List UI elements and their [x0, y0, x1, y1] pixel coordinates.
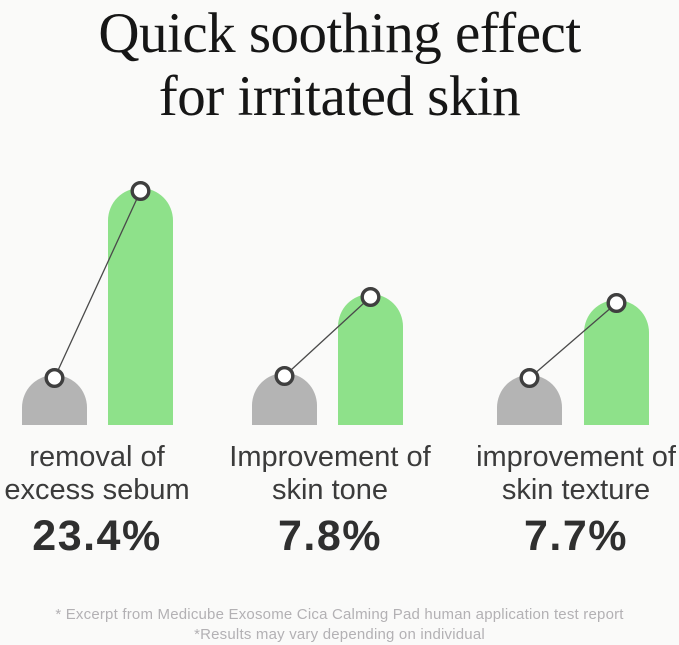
metric-label-line: excess sebum	[4, 474, 190, 506]
marker-before-1	[44, 367, 65, 388]
title-line-1: Quick soothing effect	[98, 2, 581, 65]
metric-group-skin-texture: improvement of skin texture 7.7%	[476, 441, 676, 559]
metric-percent: 7.8%	[277, 512, 383, 560]
bar-before-2	[252, 373, 317, 425]
connector-line-2	[284, 296, 371, 377]
bar-after-3	[584, 300, 649, 425]
marker-after-2	[360, 286, 381, 307]
footnote-line-1: * Excerpt from Medicube Exosome Cica Cal…	[55, 606, 624, 623]
metric-percent: 7.7%	[523, 512, 629, 560]
metric-group-skin-tone: Improvement of skin tone 7.8%	[229, 441, 430, 559]
connector-line-3	[529, 302, 617, 379]
metric-group-sebum: removal of excess sebum 23.4%	[4, 441, 189, 559]
comparison-chart	[22, 181, 649, 425]
metric-label-line: Improvement of	[229, 441, 431, 473]
metric-percent: 23.4%	[32, 512, 162, 560]
metric-label-line: skin texture	[501, 474, 651, 506]
bar-before-3	[497, 375, 562, 425]
bar-before-1	[22, 375, 87, 425]
disclaimer-footnote: * Excerpt from Medicube Exosome Cica Cal…	[0, 605, 679, 645]
bar-after-2	[338, 294, 403, 425]
metric-label-line: removal of	[29, 441, 165, 473]
page-title: Quick soothing effect for irritated skin	[0, 2, 679, 128]
bar-after-1	[108, 188, 173, 425]
title-line-2: for irritated skin	[158, 65, 521, 128]
metric-label-line: improvement of	[476, 441, 676, 473]
footnote-line-2: *Results may vary depending on individua…	[194, 626, 485, 643]
marker-after-3	[606, 292, 627, 313]
marker-before-3	[519, 367, 540, 388]
marker-after-1	[130, 181, 151, 202]
connector-line-1	[53, 190, 142, 379]
marker-before-2	[274, 365, 295, 386]
metric-label-line: skin tone	[271, 474, 389, 506]
